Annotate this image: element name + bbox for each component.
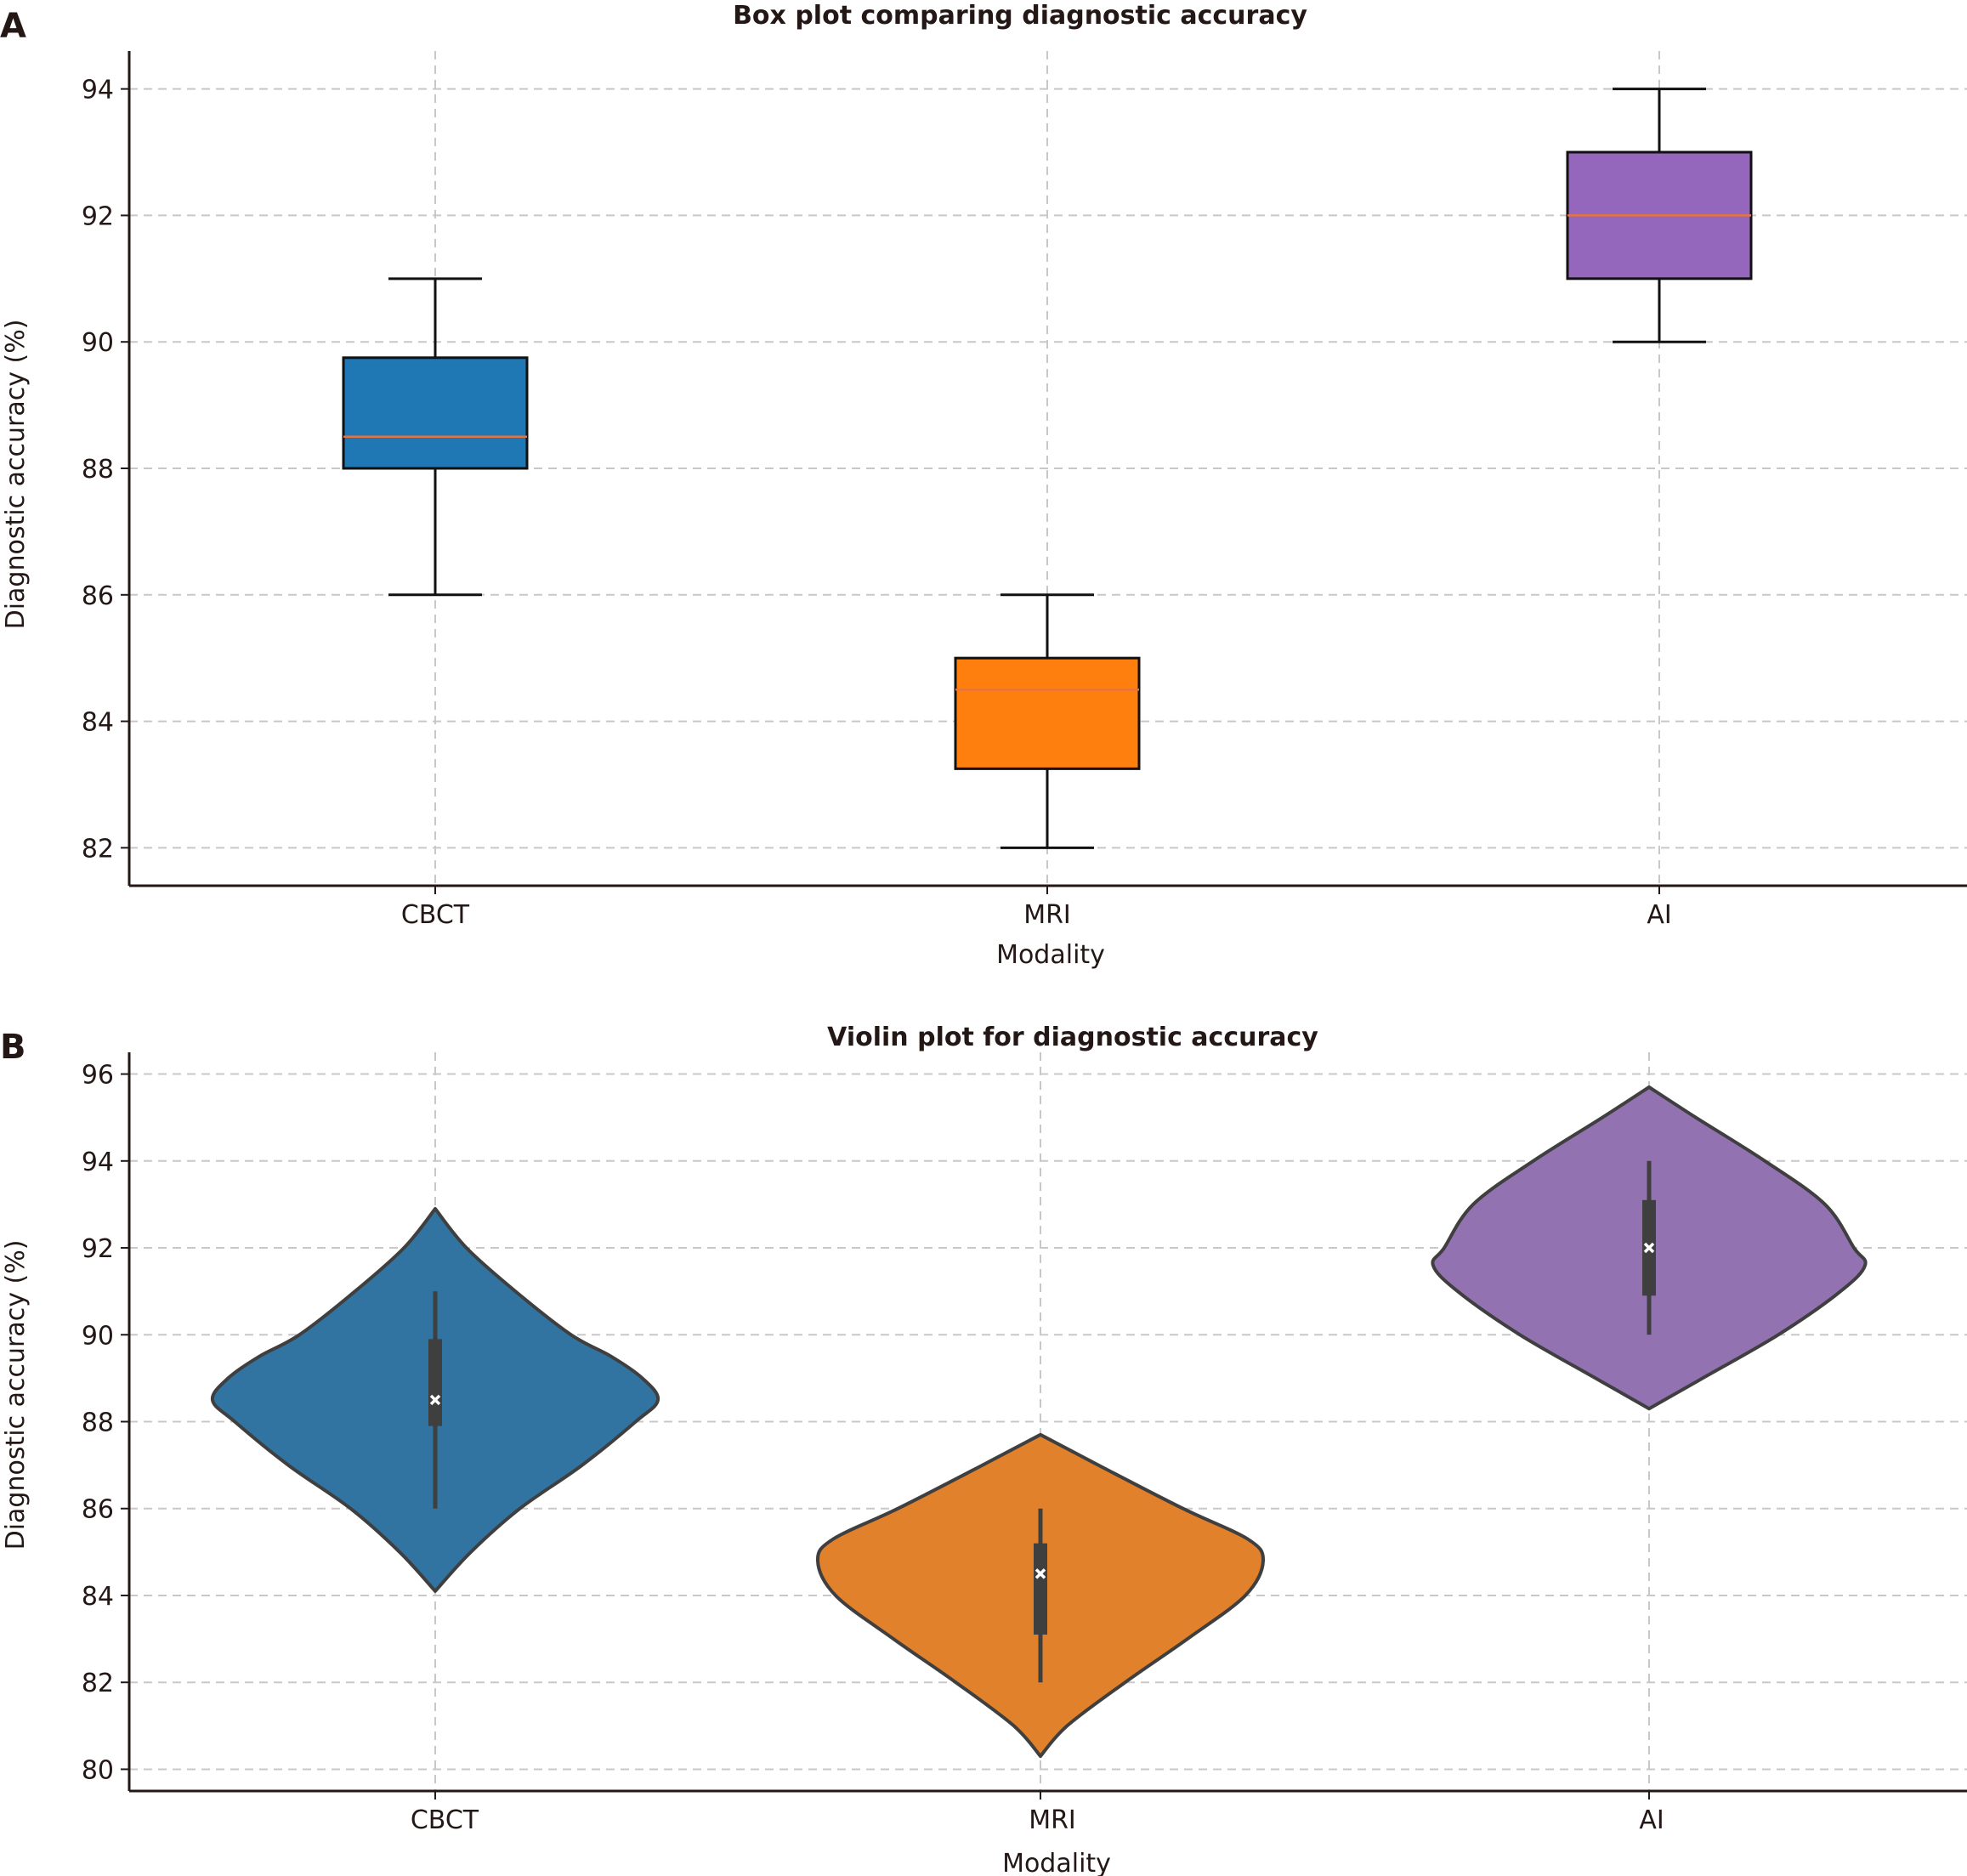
violin-plot-y-tick-label: 92 <box>82 1234 114 1264</box>
box-plot-y-tick-label: 82 <box>82 834 114 864</box>
violin-plot-y-tick-label: 88 <box>82 1408 114 1438</box>
box-iqr <box>954 656 1141 770</box>
box-plot-y-axis-label: Diagnostic accuracy (%) <box>1 320 31 630</box>
violin-plot-y-tick-label: 84 <box>82 1582 114 1612</box>
box-plot-x-tick-label: AI <box>1647 900 1671 930</box>
panel-b-letter: B <box>0 1028 26 1067</box>
box-plot-x-axis-label: Modality <box>996 940 1105 970</box>
violin-iqr-bar <box>1034 1543 1047 1635</box>
violin-plot-y-axis-label: Diagnostic accuracy (%) <box>1 1240 31 1550</box>
violin-iqr-bar <box>428 1339 442 1426</box>
violin-plot-y-tick-label: 80 <box>82 1755 114 1785</box>
violin-median-marker <box>1035 1568 1046 1579</box>
violin-plot-y-tick-label: 82 <box>82 1669 114 1698</box>
violin-plot-x-tick-label: AI <box>1639 1805 1664 1835</box>
box-cbct <box>342 277 529 597</box>
box-iqr <box>342 356 529 470</box>
violin-ai <box>1431 1085 1868 1411</box>
box-mri <box>954 593 1141 849</box>
box-plot-x-tick-label: CBCT <box>401 900 470 930</box>
violin-plot-area: 80 82 84 86 88 90 92 94 96 CBCT MRI AI <box>82 1052 1967 1835</box>
box-ai <box>1566 88 1753 343</box>
box-plot-x-tick-label: MRI <box>1023 900 1071 930</box>
violin-plot-y-tick-label: 86 <box>82 1495 114 1525</box>
box-plot-area: 82 84 86 88 90 92 94 CBCT MRI AI <box>82 51 1967 930</box>
violin-plot-x-tick-label: MRI <box>1029 1805 1076 1835</box>
violin-cbct <box>210 1207 660 1593</box>
box-plot-y-tick-label: 88 <box>82 455 114 485</box>
violin-plot-x-axis-label: Modality <box>1002 1849 1111 1876</box>
violin-median-marker <box>429 1394 441 1406</box>
violin-mri <box>815 1432 1266 1759</box>
box-plot-y-tick-label: 86 <box>82 581 114 611</box>
violin-median-marker <box>1643 1242 1655 1254</box>
box-plot-y-tick-label: 90 <box>82 328 114 358</box>
box-plot-title: Box plot comparing diagnostic accuracy <box>733 1 1307 31</box>
violin-plot-y-tick-label: 94 <box>82 1148 114 1177</box>
violin-plot-title: Violin plot for diagnostic accuracy <box>827 1023 1318 1052</box>
panel-a-letter: A <box>0 7 26 46</box>
box-plot-y-tick-label: 92 <box>82 201 114 231</box>
box-plot-y-tick-label: 84 <box>82 708 114 738</box>
violin-plot-y-tick-label: 90 <box>82 1321 114 1351</box>
violin-plot-x-tick-label: CBCT <box>411 1805 479 1835</box>
violin-plot-y-tick-label: 96 <box>82 1061 114 1091</box>
box-plot-y-tick-label: 94 <box>82 76 114 105</box>
